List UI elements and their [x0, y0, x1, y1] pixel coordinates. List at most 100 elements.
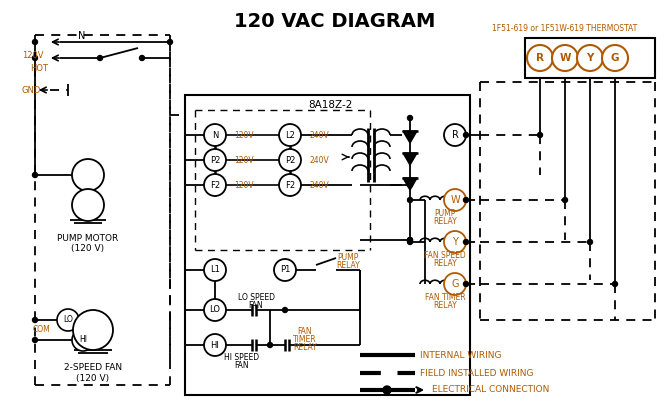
- Text: 240V: 240V: [309, 130, 329, 140]
- Text: LO SPEED: LO SPEED: [237, 292, 275, 302]
- Text: P1: P1: [280, 266, 290, 274]
- Circle shape: [383, 386, 391, 394]
- Circle shape: [537, 132, 543, 137]
- Text: 240V: 240V: [309, 155, 329, 165]
- Circle shape: [204, 299, 226, 321]
- Circle shape: [577, 45, 603, 71]
- Text: F2: F2: [210, 181, 220, 189]
- Text: COM: COM: [32, 326, 50, 334]
- Circle shape: [72, 189, 104, 221]
- Text: RELAY: RELAY: [433, 259, 457, 267]
- Text: L2: L2: [285, 130, 295, 140]
- Text: 2-SPEED FAN: 2-SPEED FAN: [64, 364, 122, 372]
- Text: FIELD INSTALLED WIRING: FIELD INSTALLED WIRING: [420, 368, 533, 378]
- Circle shape: [33, 318, 38, 323]
- Circle shape: [72, 159, 104, 191]
- Text: RELAY: RELAY: [433, 300, 457, 310]
- Circle shape: [204, 124, 226, 146]
- Text: RELAY: RELAY: [433, 217, 457, 225]
- Circle shape: [33, 173, 38, 178]
- Text: 120V: 120V: [234, 155, 254, 165]
- Text: F2: F2: [285, 181, 295, 189]
- Text: G: G: [611, 53, 619, 63]
- Circle shape: [73, 310, 113, 350]
- Circle shape: [464, 282, 468, 287]
- Bar: [525, 38, 655, 78]
- Circle shape: [407, 197, 413, 202]
- Text: LO: LO: [63, 316, 73, 324]
- Bar: [185, 95, 470, 395]
- Text: 120V: 120V: [234, 130, 254, 140]
- Text: FAN: FAN: [297, 328, 312, 336]
- Text: GND: GND: [22, 85, 42, 95]
- Text: FAN: FAN: [234, 362, 249, 370]
- Text: 8A18Z-2: 8A18Z-2: [308, 100, 352, 110]
- Text: HI: HI: [79, 336, 87, 344]
- Circle shape: [72, 329, 94, 351]
- Text: W: W: [559, 53, 571, 63]
- Circle shape: [464, 132, 468, 137]
- Text: Y: Y: [586, 53, 594, 63]
- Circle shape: [57, 309, 79, 331]
- Circle shape: [168, 39, 172, 44]
- Text: FAN TIMER: FAN TIMER: [425, 292, 465, 302]
- Circle shape: [139, 55, 145, 60]
- Text: INTERNAL WIRING: INTERNAL WIRING: [420, 351, 502, 360]
- Text: 240V: 240V: [309, 181, 329, 189]
- Circle shape: [527, 45, 553, 71]
- Circle shape: [267, 342, 273, 347]
- Circle shape: [274, 259, 296, 281]
- Circle shape: [33, 55, 38, 60]
- Circle shape: [552, 45, 578, 71]
- Text: Y: Y: [452, 237, 458, 247]
- Circle shape: [407, 238, 413, 243]
- Text: FAN SPEED: FAN SPEED: [424, 251, 466, 259]
- Circle shape: [464, 197, 468, 202]
- Text: 120V: 120V: [234, 181, 254, 189]
- Text: G: G: [452, 279, 459, 289]
- Polygon shape: [403, 153, 417, 165]
- Text: RELAY: RELAY: [336, 261, 360, 269]
- Text: HI: HI: [210, 341, 220, 349]
- Circle shape: [407, 240, 413, 245]
- Text: L1: L1: [210, 266, 220, 274]
- Circle shape: [464, 240, 468, 245]
- Circle shape: [588, 240, 592, 245]
- Text: (120 V): (120 V): [76, 373, 110, 383]
- Circle shape: [204, 174, 226, 196]
- Text: 120V: 120V: [22, 51, 44, 59]
- Circle shape: [563, 197, 567, 202]
- Text: PUMP: PUMP: [434, 209, 456, 217]
- Text: ELECTRICAL CONNECTION: ELECTRICAL CONNECTION: [432, 385, 549, 395]
- Text: P2: P2: [285, 155, 295, 165]
- Circle shape: [612, 282, 618, 287]
- Circle shape: [279, 174, 301, 196]
- Circle shape: [98, 55, 103, 60]
- Text: HOT: HOT: [30, 64, 48, 72]
- Text: N: N: [78, 31, 86, 41]
- Circle shape: [279, 149, 301, 171]
- Circle shape: [279, 124, 301, 146]
- Circle shape: [407, 116, 413, 121]
- Text: PUMP MOTOR: PUMP MOTOR: [58, 233, 119, 243]
- Text: HI SPEED: HI SPEED: [224, 354, 259, 362]
- Text: FAN: FAN: [249, 300, 263, 310]
- Text: 1F51-619 or 1F51W-619 THERMOSTAT: 1F51-619 or 1F51W-619 THERMOSTAT: [492, 23, 638, 33]
- Circle shape: [407, 238, 413, 243]
- Circle shape: [602, 45, 628, 71]
- Text: W: W: [450, 195, 460, 205]
- Circle shape: [444, 124, 466, 146]
- Text: RELAY: RELAY: [293, 344, 317, 352]
- Circle shape: [444, 231, 466, 253]
- Text: 120 VAC DIAGRAM: 120 VAC DIAGRAM: [234, 12, 436, 31]
- Text: R: R: [536, 53, 544, 63]
- Text: PUMP: PUMP: [337, 253, 358, 261]
- Circle shape: [33, 39, 38, 44]
- Text: TIMER: TIMER: [293, 336, 317, 344]
- Circle shape: [204, 334, 226, 356]
- Text: P2: P2: [210, 155, 220, 165]
- Polygon shape: [403, 131, 417, 143]
- Text: (120 V): (120 V): [72, 243, 105, 253]
- Text: N: N: [212, 130, 218, 140]
- Circle shape: [204, 259, 226, 281]
